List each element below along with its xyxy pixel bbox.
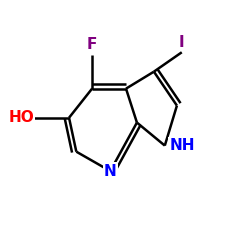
Text: NH: NH <box>170 138 195 153</box>
Text: I: I <box>179 35 184 50</box>
Text: N: N <box>104 164 117 178</box>
Text: F: F <box>87 37 97 52</box>
Text: HO: HO <box>8 110 34 125</box>
